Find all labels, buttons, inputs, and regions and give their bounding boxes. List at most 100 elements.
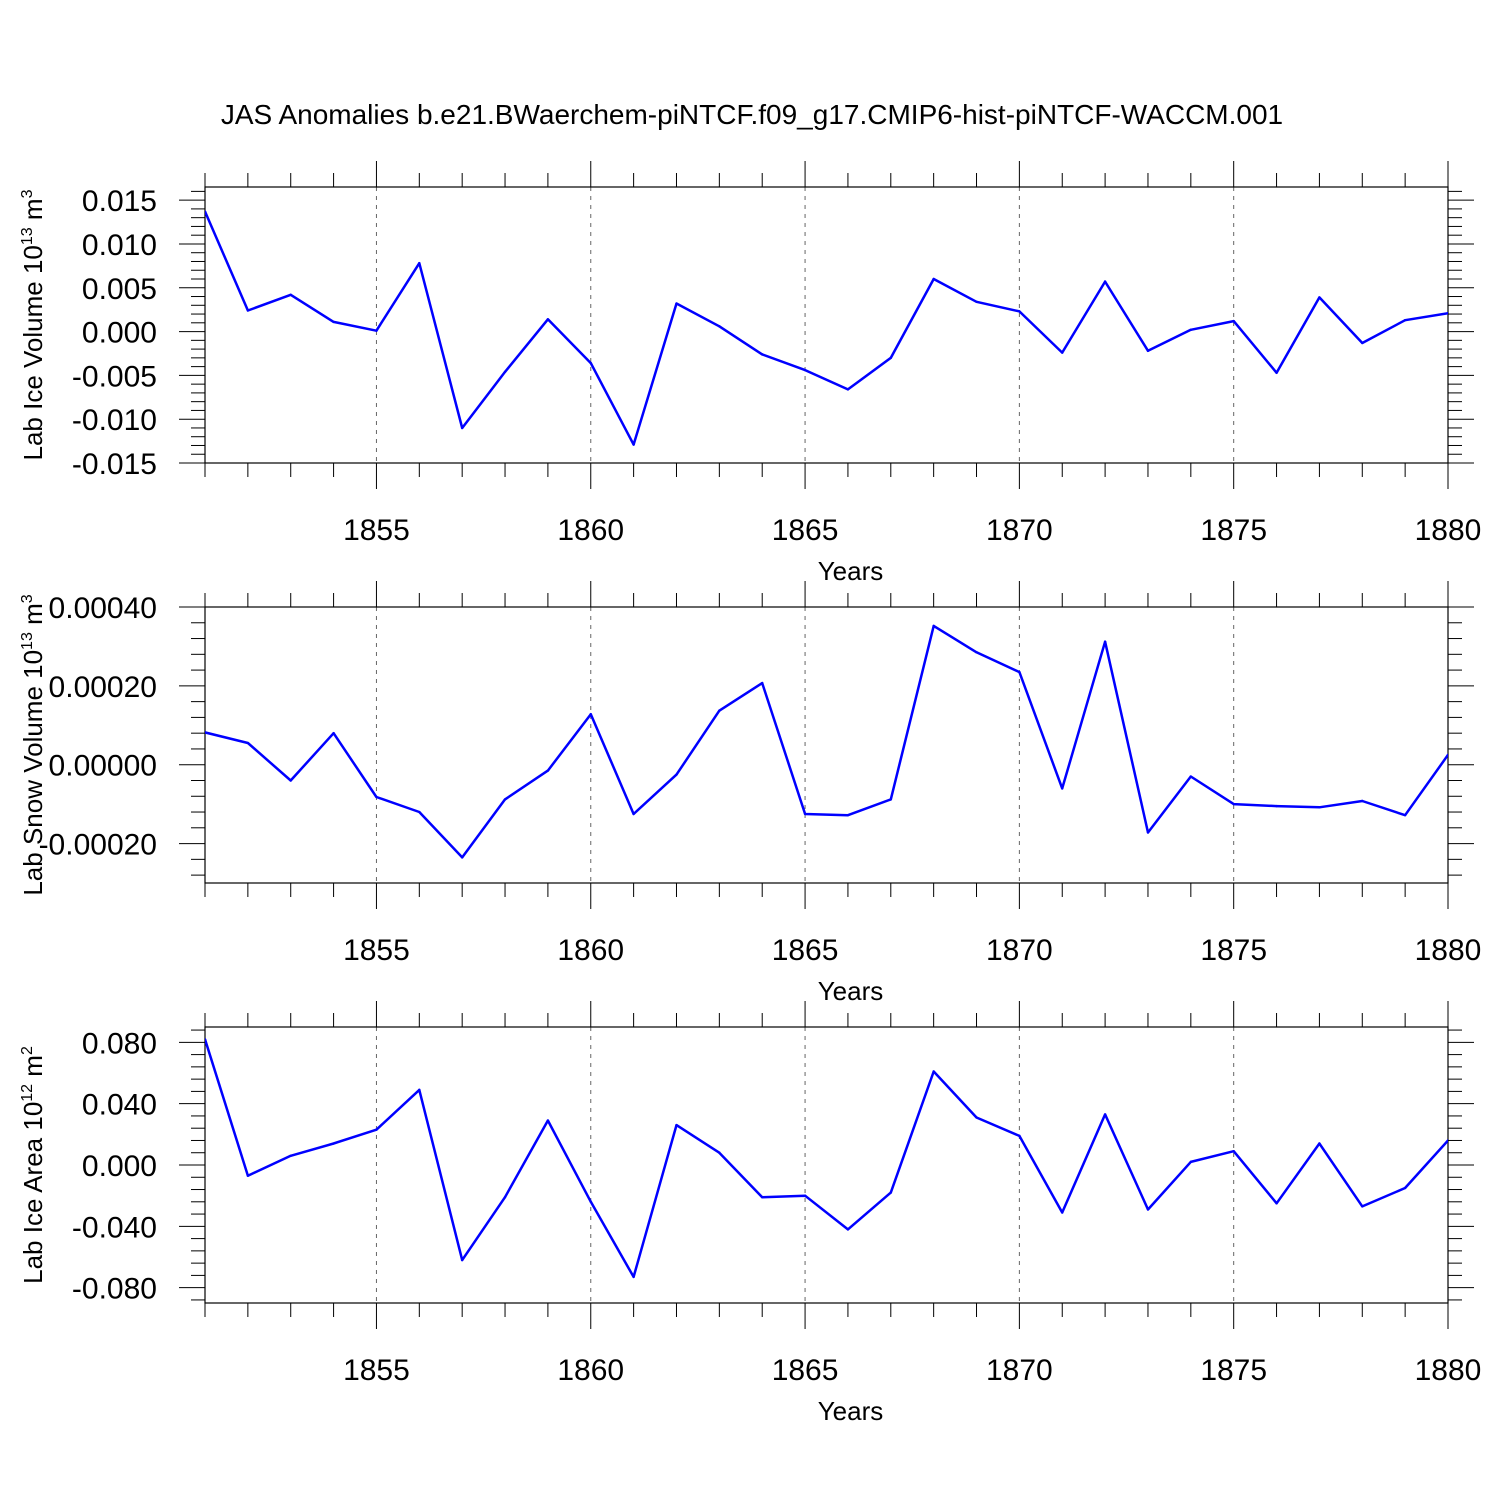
data-point bbox=[1446, 1139, 1448, 1142]
x-tick-label: 1870 bbox=[986, 1354, 1053, 1387]
chart-panel-1: -0.015 -0.010 -0.005 0.000 0.005 0.010 0.015 18… bbox=[18, 161, 1481, 586]
data-point bbox=[846, 813, 850, 817]
data-point bbox=[1018, 670, 1021, 674]
y-tick-label: -0.015 bbox=[72, 448, 157, 481]
y-tick-label: 0.00020 bbox=[49, 671, 157, 704]
data-point bbox=[1275, 371, 1278, 374]
data-point bbox=[1318, 806, 1321, 809]
data-point bbox=[1232, 1150, 1235, 1153]
data-point bbox=[632, 1275, 635, 1279]
data-point bbox=[1275, 804, 1278, 808]
data-point bbox=[975, 300, 978, 303]
y-tick-label: -0.040 bbox=[72, 1211, 157, 1244]
data-point bbox=[1189, 775, 1193, 778]
data-point bbox=[761, 1196, 764, 1199]
x-tick-label: 1880 bbox=[1415, 934, 1482, 967]
data-point bbox=[803, 1194, 807, 1197]
data-point bbox=[1103, 280, 1107, 283]
data-point bbox=[546, 318, 550, 321]
x-tick-label: 1860 bbox=[557, 514, 624, 547]
data-point bbox=[205, 731, 207, 734]
data-series-line bbox=[205, 1038, 1448, 1279]
data-point bbox=[332, 1142, 335, 1145]
data-point bbox=[889, 356, 892, 360]
plot-frame bbox=[204, 186, 1449, 464]
chart-panel-3: -0.080 -0.040 0.000 0.040 0.080 1855 1860 1865 1… bbox=[18, 1001, 1481, 1426]
data-point bbox=[718, 709, 721, 712]
data-point bbox=[889, 798, 892, 801]
data-point bbox=[1275, 1202, 1278, 1205]
data-point bbox=[1061, 787, 1064, 790]
x-axis-label: Years bbox=[818, 976, 884, 1006]
x-tick-label: 1865 bbox=[772, 934, 839, 967]
data-point bbox=[375, 795, 378, 799]
x-tick-label: 1860 bbox=[557, 1354, 624, 1387]
data-point bbox=[503, 1196, 507, 1199]
data-point bbox=[846, 1228, 850, 1231]
data-point bbox=[675, 773, 678, 776]
data-point bbox=[932, 1070, 935, 1073]
plot-frame bbox=[204, 606, 1449, 884]
x-tick-label: 1865 bbox=[772, 514, 839, 547]
x-tick-label: 1870 bbox=[986, 934, 1053, 967]
data-point bbox=[889, 1191, 892, 1194]
data-point bbox=[546, 769, 550, 772]
y-tick-label: 0.005 bbox=[82, 273, 157, 306]
data-point bbox=[205, 1038, 207, 1041]
x-tick-label: 1860 bbox=[557, 934, 624, 967]
data-point bbox=[1018, 1134, 1021, 1138]
x-axis-label: Years bbox=[818, 1396, 884, 1426]
y-tick-label: -0.00020 bbox=[39, 829, 157, 862]
y-axis-label: Lab Snow Volume 1013 m3 bbox=[18, 594, 48, 895]
x-axis-label: Years bbox=[818, 556, 884, 586]
data-point bbox=[1018, 310, 1021, 313]
plot-frame bbox=[204, 1026, 1449, 1304]
data-point bbox=[761, 353, 764, 356]
data-point bbox=[589, 361, 592, 365]
data-point bbox=[975, 1116, 978, 1119]
x-tick-label: 1880 bbox=[1415, 514, 1482, 547]
data-point bbox=[932, 624, 935, 628]
data-point bbox=[375, 329, 378, 332]
y-tick-label: 0.000 bbox=[82, 1150, 157, 1183]
data-point bbox=[1403, 813, 1407, 817]
data-point bbox=[289, 293, 292, 296]
y-axis-label: Lab Ice Volume 1013 m3 bbox=[18, 189, 48, 460]
data-point bbox=[803, 368, 807, 372]
y-tick-label: 0.080 bbox=[82, 1027, 157, 1060]
data-point bbox=[546, 1119, 550, 1122]
y-tick-label: 0.040 bbox=[82, 1089, 157, 1122]
data-point bbox=[718, 325, 721, 328]
chart-title: JAS Anomalies b.e21.BWaerchem-piNTCF.f09… bbox=[221, 99, 1283, 130]
y-axis-label: Lab Ice Area 1012 m2 bbox=[18, 1046, 48, 1284]
data-point bbox=[1146, 349, 1150, 353]
data-point bbox=[1403, 1186, 1407, 1190]
x-tick-label: 1855 bbox=[343, 934, 410, 967]
data-point bbox=[589, 1200, 592, 1204]
data-point bbox=[632, 443, 635, 446]
data-point bbox=[418, 810, 421, 814]
y-tick-label: 0.015 bbox=[82, 185, 157, 218]
y-tick-label: 0.00000 bbox=[49, 750, 157, 783]
data-point bbox=[1403, 318, 1407, 322]
data-point bbox=[1061, 1211, 1064, 1214]
data-point bbox=[803, 812, 807, 816]
data-point bbox=[589, 713, 592, 716]
data-point bbox=[460, 426, 464, 430]
data-point bbox=[332, 731, 335, 735]
y-tick-label: 0.010 bbox=[82, 229, 157, 262]
data-point bbox=[1232, 802, 1235, 806]
data-point bbox=[1061, 351, 1064, 354]
x-tick-label: 1875 bbox=[1200, 514, 1267, 547]
data-point bbox=[675, 1123, 678, 1127]
data-point bbox=[1103, 1113, 1107, 1116]
data-point bbox=[418, 1088, 421, 1092]
data-point bbox=[1189, 1160, 1193, 1164]
data-point bbox=[1189, 328, 1193, 332]
chart-panel-2: -0.00020 0.00000 0.00020 0.00040 1855 1860 186… bbox=[18, 581, 1481, 1006]
data-point bbox=[1446, 753, 1448, 757]
x-tick-label: 1855 bbox=[343, 1354, 410, 1387]
data-series-line bbox=[205, 211, 1448, 446]
data-point bbox=[503, 370, 507, 374]
